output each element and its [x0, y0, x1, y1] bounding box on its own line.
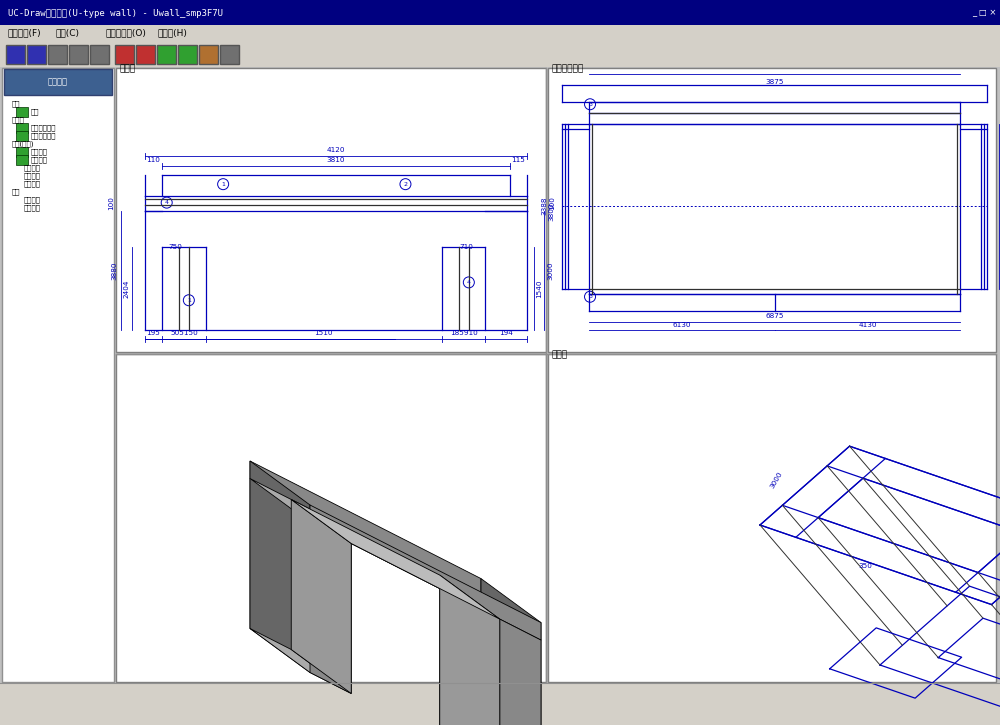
Polygon shape	[291, 500, 351, 694]
Bar	[0, 41, 1000, 67]
Text: UC-Drawツールズ(U-type wall) - Uwall_smp3F7U: UC-Drawツールズ(U-type wall) - Uwall_smp3F7U	[8, 9, 223, 17]
Text: 1: 1	[221, 182, 225, 186]
Text: 右側壁内画図: 右側壁内画図	[552, 64, 584, 73]
Text: 3000: 3000	[769, 471, 783, 489]
Text: 1: 1	[187, 298, 191, 303]
Text: 配力筋かぶり: 配力筋かぶり	[31, 133, 56, 139]
Text: 194: 194	[499, 330, 513, 336]
Text: ファイル(F): ファイル(F)	[8, 28, 42, 38]
Polygon shape	[250, 478, 291, 650]
Polygon shape	[250, 629, 351, 694]
Text: 平面図: 平面図	[552, 350, 568, 359]
Bar	[178, 45, 197, 64]
Bar	[548, 354, 996, 682]
Text: 図面: 図面	[12, 188, 20, 195]
Text: 100: 100	[549, 196, 555, 210]
Polygon shape	[481, 579, 541, 725]
Text: 115: 115	[511, 157, 525, 163]
Polygon shape	[440, 575, 481, 725]
Text: 断面図: 断面図	[120, 64, 136, 73]
Text: 鉄筋入力: 鉄筋入力	[24, 173, 41, 179]
Polygon shape	[250, 461, 481, 596]
Text: 6130: 6130	[672, 321, 691, 328]
Bar	[16, 131, 28, 141]
Bar	[0, 0, 1000, 25]
Text: 水平道路: 水平道路	[48, 78, 68, 86]
Bar	[69, 45, 88, 64]
Polygon shape	[250, 461, 310, 673]
Text: 鉄筋(鉰製): 鉄筋(鉰製)	[12, 141, 34, 147]
Bar	[220, 45, 239, 64]
Bar	[2, 68, 114, 682]
Text: 鉰製: 鉰製	[31, 109, 40, 115]
Bar	[16, 123, 28, 133]
Text: 3388: 3388	[541, 196, 547, 215]
Text: 3880: 3880	[112, 261, 118, 280]
Text: 710: 710	[459, 244, 473, 249]
Bar	[0, 683, 1000, 725]
Text: 形状: 形状	[12, 101, 20, 107]
Bar	[548, 68, 996, 352]
Bar	[90, 45, 109, 64]
Text: 4: 4	[467, 280, 471, 285]
Text: 1510: 1510	[315, 330, 333, 336]
Bar	[0, 25, 1000, 41]
Bar	[27, 45, 46, 64]
Bar	[4, 69, 112, 95]
Text: 3800: 3800	[548, 202, 554, 220]
Text: 図面生成: 図面生成	[24, 196, 41, 203]
Text: 185910: 185910	[450, 330, 477, 336]
Text: 110: 110	[146, 157, 160, 163]
Bar	[6, 45, 25, 64]
Bar	[116, 68, 546, 352]
Text: _ □ ×: _ □ ×	[972, 9, 996, 17]
Text: 100: 100	[109, 196, 115, 210]
Polygon shape	[291, 500, 500, 619]
Text: 505150: 505150	[170, 330, 198, 336]
Bar	[199, 45, 218, 64]
Polygon shape	[310, 505, 541, 640]
Polygon shape	[440, 575, 500, 725]
Text: 3875: 3875	[765, 79, 784, 85]
Text: 2: 2	[403, 182, 407, 186]
Polygon shape	[310, 523, 351, 694]
Text: 2404: 2404	[124, 279, 130, 297]
Text: ヘルプ(H): ヘルプ(H)	[158, 28, 188, 38]
Bar	[136, 45, 155, 64]
Text: 鉄筋生成: 鉄筋生成	[24, 165, 41, 171]
Text: 鉰製鉄筋: 鉰製鉄筋	[31, 149, 48, 155]
Text: 750: 750	[168, 244, 182, 249]
Text: 4130: 4130	[858, 321, 877, 328]
Text: 3810: 3810	[327, 157, 345, 163]
Text: 主鉄筋かぶり: 主鉄筋かぶり	[31, 125, 56, 131]
Bar	[157, 45, 176, 64]
Text: 4120: 4120	[327, 147, 345, 153]
Text: 鉰製鉄筋: 鉰製鉄筋	[31, 157, 48, 163]
Bar	[48, 45, 67, 64]
Text: 6875: 6875	[765, 312, 784, 318]
Text: 図面編集: 図面編集	[24, 204, 41, 211]
Text: かぶり: かぶり	[12, 117, 25, 123]
Text: オプション(O): オプション(O)	[105, 28, 146, 38]
Text: 3: 3	[588, 294, 592, 299]
Text: 条件(C): 条件(C)	[55, 28, 79, 38]
Text: 350: 350	[858, 563, 872, 569]
Bar	[16, 107, 28, 117]
Bar	[116, 354, 546, 682]
Bar	[16, 155, 28, 165]
Bar	[115, 45, 134, 64]
Bar	[16, 147, 28, 157]
Text: 3: 3	[588, 102, 592, 107]
Text: 鉄筋一覧: 鉄筋一覧	[24, 181, 41, 187]
Polygon shape	[500, 619, 541, 725]
Text: 4: 4	[165, 200, 169, 205]
Text: 1540: 1540	[536, 279, 542, 297]
Text: 195: 195	[147, 330, 160, 336]
Text: 3000: 3000	[547, 261, 553, 280]
Polygon shape	[250, 478, 541, 640]
